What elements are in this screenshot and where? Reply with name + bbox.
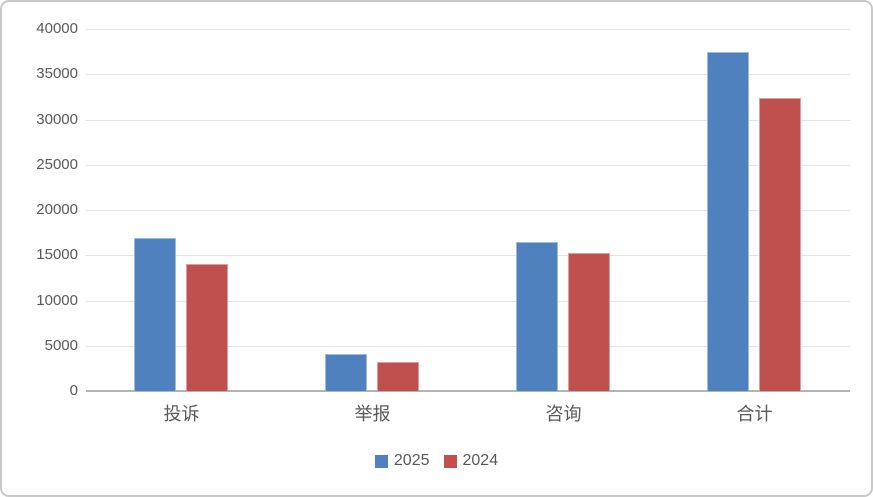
gridline (86, 300, 850, 302)
bar-2025-3 (515, 241, 558, 391)
gridline (86, 74, 850, 76)
bar-2024-1 (185, 264, 228, 391)
gridline (86, 345, 850, 347)
bar-2024-2 (376, 362, 419, 391)
gridline (86, 119, 850, 121)
legend: 2025 2024 (2, 453, 871, 469)
y-tick-label: 25000 (36, 155, 78, 173)
x-category-label: 咨询 (545, 404, 582, 424)
y-tick-label: 10000 (36, 291, 78, 309)
y-tick-label: 40000 (36, 20, 78, 37)
gridline (86, 29, 850, 30)
legend-swatch-icon (443, 454, 457, 468)
x-category-label: 合计 (736, 404, 773, 424)
gridline (86, 210, 850, 211)
bar-2024-3 (567, 253, 610, 391)
y-tick-label: 35000 (36, 65, 78, 83)
y-tick-label: 0 (69, 382, 78, 399)
y-tick-label: 20000 (36, 201, 78, 218)
legend-label: 2024 (462, 452, 499, 469)
bar-2025-2 (324, 353, 367, 391)
gridline (86, 164, 850, 166)
gridline (86, 255, 850, 257)
y-tick-label: 5000 (44, 336, 78, 354)
x-axis-line (86, 390, 850, 392)
legend-item-2024: 2024 (443, 452, 499, 469)
legend-label: 2025 (393, 452, 430, 469)
y-tick-label: 15000 (36, 246, 78, 264)
x-category-label: 投诉 (163, 404, 200, 424)
bar-2025-1 (133, 238, 176, 391)
y-tick-label: 30000 (36, 110, 78, 128)
x-category-label: 举报 (354, 404, 391, 424)
bar-2024-4 (758, 97, 801, 391)
legend-swatch-icon (374, 454, 388, 468)
legend-item-2025: 2025 (374, 452, 430, 469)
bar-2025-4 (706, 51, 749, 391)
